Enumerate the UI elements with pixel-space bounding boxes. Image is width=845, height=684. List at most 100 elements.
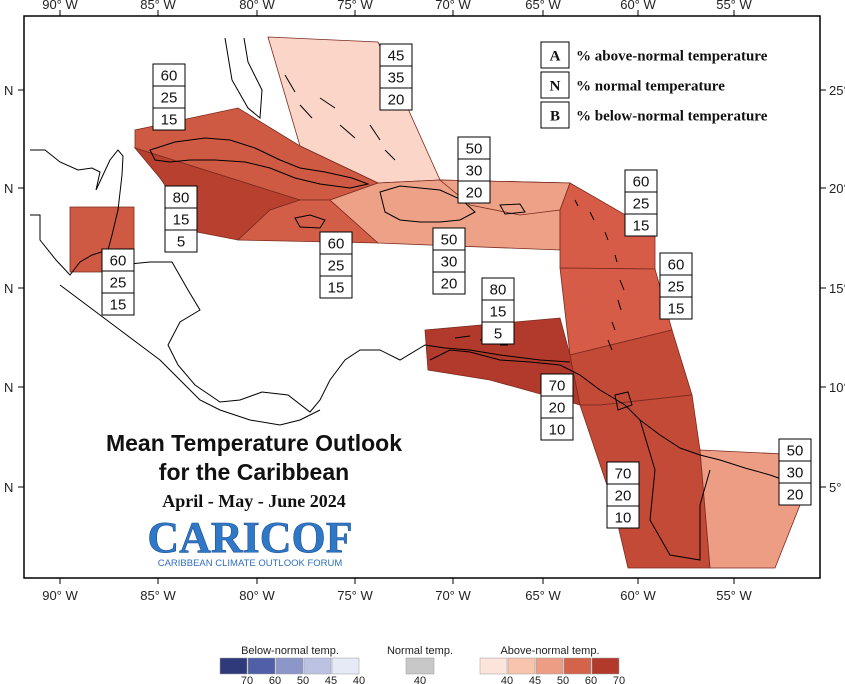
lon-label-top: 55° W (716, 0, 752, 12)
prob-value-A: 50 (466, 141, 483, 158)
legend-label: % above-normal temperature (576, 49, 768, 65)
prob-value-A: 60 (328, 236, 345, 253)
prob-box-suriname-french-guiana: 50 30 20 (778, 438, 812, 506)
prob-value-B: 10 (549, 422, 566, 439)
colorbar: Below-normal temp. 70 60 50 45 40 Above-normal… (219, 645, 625, 684)
prob-cell (164, 229, 198, 253)
below-normal-swatch (219, 657, 248, 675)
prob-box-bahamas: 45 35 20 (379, 43, 413, 111)
legend-letter-box (540, 71, 570, 99)
prob-value-A: 60 (110, 253, 127, 270)
legend-letter-box (540, 101, 570, 129)
prob-box-leeward-islands: 60 25 15 (624, 169, 658, 237)
coast-trinidad (614, 391, 633, 411)
prob-cell (540, 417, 574, 441)
prob-value-B: 5 (494, 326, 502, 343)
prob-value-N: 25 (328, 258, 345, 275)
prob-cell (606, 505, 640, 529)
lon-label-bottom: 65° W (525, 588, 561, 603)
prob-cell (481, 321, 515, 345)
normal-title: Normal temp. (387, 645, 453, 657)
prob-cell (778, 482, 812, 506)
below-normal-tick: 40 (353, 675, 365, 684)
coast-puerto-rico (499, 203, 526, 215)
coast-bahamas (284, 74, 396, 161)
prob-value-N: 15 (173, 212, 190, 229)
coast-venezuela (429, 349, 681, 449)
lat-label-left: N (4, 480, 13, 495)
prob-cell (624, 213, 658, 237)
prob-value-N: 25 (110, 275, 127, 292)
above-normal-tick: 40 (501, 675, 513, 684)
coast-cuba (149, 137, 370, 189)
prob-cell (457, 180, 491, 204)
lat-label-right: 10° (829, 380, 845, 395)
lon-label-bottom: 85° W (140, 588, 176, 603)
coast-hispaniola (379, 185, 476, 223)
title-block: Mean Temperature Outlook for the Caribbe… (106, 430, 402, 569)
lat-label-left: N (4, 281, 13, 296)
prob-value-N: 20 (615, 488, 632, 505)
legend-label: % normal temperature (576, 79, 725, 95)
prob-value-N: 35 (388, 70, 405, 87)
below-normal-tick: 60 (269, 675, 281, 684)
prob-value-A: 45 (388, 48, 405, 65)
prob-box-jamaica-haiti: 60 25 15 (319, 231, 353, 299)
prob-value-A: 70 (549, 378, 566, 395)
above-normal-swatch (507, 657, 536, 675)
prob-box-windward-islands: 60 25 15 (659, 252, 693, 320)
prob-value-N: 25 (633, 196, 650, 213)
above-normal-swatch (563, 657, 592, 675)
map-title: Mean Temperature Outlook (106, 430, 402, 456)
lat-label-left: N (4, 83, 13, 98)
prob-value-B: 15 (633, 218, 650, 235)
prob-box-trinidad: 70 20 10 (540, 373, 574, 441)
prob-value-A: 70 (615, 466, 632, 483)
prob-value-B: 15 (161, 112, 178, 129)
map-title-line2: for the Caribbean (159, 459, 349, 485)
lon-label-bottom: 55° W (716, 588, 752, 603)
prob-value-N: 30 (441, 254, 458, 271)
prob-value-B: 20 (787, 487, 804, 504)
prob-cell (319, 275, 353, 299)
above-normal-swatch (535, 657, 564, 675)
coast-yucatan-central-america (30, 149, 571, 413)
normal-tick: 40 (414, 675, 426, 684)
prob-value-N: 25 (668, 279, 685, 296)
legend-letter-box (540, 41, 570, 69)
lat-label-left: N (4, 380, 13, 395)
prob-cell (101, 292, 135, 316)
prob-value-A: 80 (173, 190, 190, 207)
prob-value-B: 15 (110, 297, 127, 314)
lon-label-top: 65° W (525, 0, 561, 12)
lon-label-top: 70° W (435, 0, 471, 12)
prob-value-B: 20 (466, 185, 483, 202)
lon-label-top: 90° W (42, 0, 78, 12)
coast-guyana-interior (639, 419, 711, 561)
legend-label: % below-normal temperature (576, 109, 768, 125)
coast-jamaica (294, 214, 326, 229)
coast-pacific-central-america (59, 284, 321, 426)
coast-florida (224, 37, 263, 120)
prob-box-guyana: 70 20 10 (606, 461, 640, 529)
prob-value-B: 15 (328, 280, 345, 297)
legend-letter: N (550, 79, 561, 95)
lat-label-right: 15° (829, 281, 845, 296)
legend-letter: A (550, 49, 561, 65)
axes: 90° W 90° W 85° W 85° W 80° W 80° W 75° W 75° W… (4, 0, 845, 603)
prob-value-N: 30 (787, 465, 804, 482)
forecast-regions (69, 36, 806, 569)
caricof-logo: CARICOF (147, 513, 352, 562)
lon-label-top: 80° W (239, 0, 275, 12)
legend-key: A % above-normal temperature N % normal tem… (535, 38, 805, 130)
caricof-tagline: CARIBBEAN CLIMATE OUTLOOK FORUM (158, 558, 343, 569)
lon-label-bottom: 90° W (42, 588, 78, 603)
prob-value-A: 60 (633, 174, 650, 191)
lon-label-bottom: 60° W (620, 588, 656, 603)
below-normal-tick: 45 (325, 675, 337, 684)
prob-box-northern-antilles: 50 30 20 (457, 136, 491, 204)
prob-box-cayman-jamaica-west: 80 15 5 (164, 185, 198, 253)
prob-box-abc-islands: 80 15 5 (481, 277, 515, 345)
prob-box-cuba: 60 25 15 (152, 63, 186, 131)
